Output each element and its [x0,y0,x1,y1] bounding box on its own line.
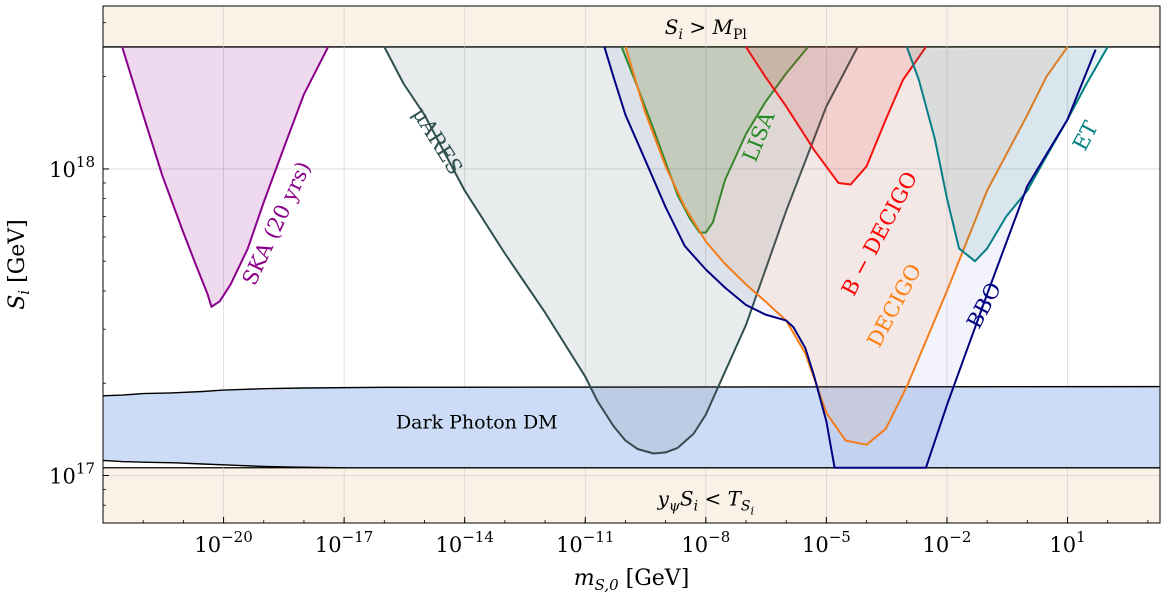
series-line-ska-20-yrs [121,46,329,308]
band-lower [103,467,1160,523]
x-axis: 10−20 10−17 10−14 10−11 10−8 10−5 10−2 101 [102,517,1149,557]
x-tick-label: 10−5 [802,528,851,557]
dark-photon-bottom-edge [103,459,1160,469]
boundary-bands [103,6,1160,523]
x-tick-label: 10−14 [436,528,494,557]
band-upper [103,6,1160,47]
y-axis-label: Si [GeV] [5,219,33,310]
x-tick-label: 10−17 [315,528,373,557]
y-tick-label: 1017 [49,460,95,489]
plot-frame [102,5,1161,524]
band-label-upper: Si > MPl [665,15,748,43]
series-fill-decigo [625,46,1068,445]
sensitivity-curves [121,46,1109,469]
x-tick-label: 101 [1049,528,1085,557]
series-fill-et [906,46,1108,262]
series-line-ares [383,46,859,455]
series-line-lisa [620,46,809,234]
y-axis: 1017 1018 [49,22,109,506]
series-fill-lisa [621,46,809,233]
dark-photon-top-edge [103,385,1160,397]
series-fill-bbo [604,46,1096,468]
x-tick-label: 10−8 [681,528,730,557]
series-fill-b-decigo [746,46,926,185]
dark-photon-label: Dark Photon DM [396,412,558,434]
y-tick-label: 1018 [49,153,95,182]
series-line-b-decigo [745,46,927,186]
x-tick-label: 10−2 [923,528,972,557]
series-fill-ska-20-yrs [122,46,329,307]
band-label-lower: yψSi < TSi [657,487,754,518]
x-tick-label: 10−20 [194,528,252,557]
x-tick-label: 10−11 [556,528,614,557]
series-line-bbo [603,46,1097,469]
x-axis-label: mS,0 [GeV] [574,566,690,594]
series-label-et: ET [1068,117,1103,154]
